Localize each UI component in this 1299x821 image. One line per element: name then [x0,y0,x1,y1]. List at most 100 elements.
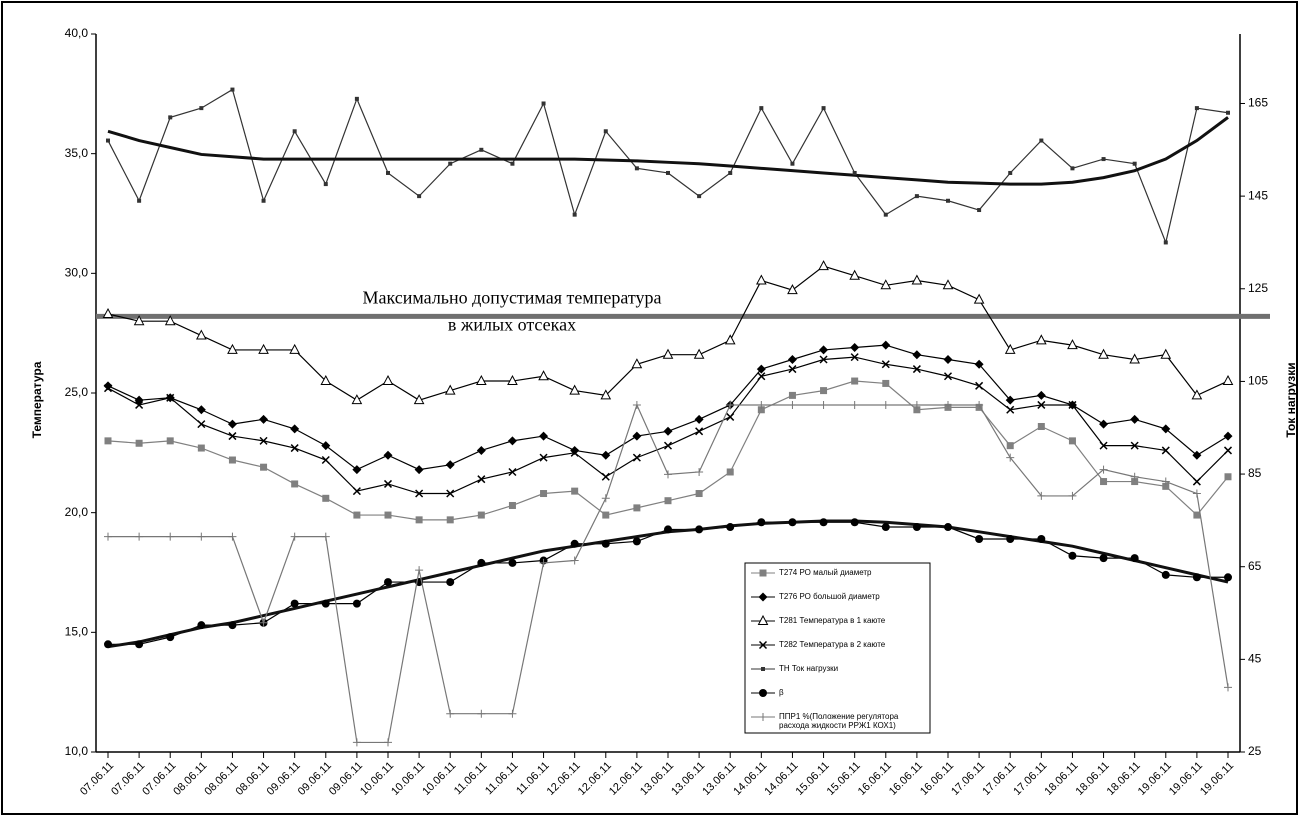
marker [230,87,235,92]
marker [103,381,113,391]
marker [415,566,424,575]
legend-item: Т276 РО большой диаметр [779,592,880,601]
marker [1068,437,1076,445]
marker [539,558,548,567]
marker [1161,570,1170,579]
marker [1224,573,1232,582]
marker [666,170,670,175]
marker [227,419,237,429]
marker [320,374,332,386]
marker [726,412,735,421]
marker [322,494,330,502]
marker [352,465,362,475]
marker [197,420,206,429]
threshold-label: в жилых отсеках [448,315,576,335]
marker [539,431,549,441]
y2-axis-label: Ток нагрузки [1284,362,1298,437]
marker [417,194,422,199]
marker [413,394,425,405]
marker [819,345,829,355]
marker [756,274,767,285]
marker [1191,389,1203,400]
marker [104,437,112,445]
marker [1099,465,1108,474]
y-tick-label: 30,0 [65,266,89,280]
marker [694,414,704,424]
marker [164,315,176,326]
legend-label: ТН Ток нагрузки [779,664,839,673]
marker [881,360,890,369]
marker [166,532,175,541]
marker [508,501,516,509]
marker [290,599,299,608]
marker [1006,442,1014,450]
legend-label: Т276 РО большой диаметр [779,592,880,601]
marker [759,713,767,721]
marker [476,445,486,455]
marker [259,414,269,424]
y2-tick-label: 65 [1248,559,1262,573]
marker [973,293,985,304]
marker [1004,343,1016,354]
marker [912,365,921,374]
marker [1006,405,1015,414]
marker [199,106,204,111]
marker [352,487,361,496]
marker [726,468,734,476]
marker [758,592,768,602]
marker [880,279,892,290]
marker [601,539,610,548]
marker [758,640,768,650]
marker [1192,450,1202,460]
marker [477,558,486,567]
marker [787,284,798,295]
y2-tick-label: 85 [1248,466,1262,480]
marker [508,558,517,567]
marker [849,269,860,280]
marker [852,170,857,175]
y2-tick-label: 105 [1248,374,1268,388]
marker [944,523,952,532]
y-tick-label: 20,0 [65,505,89,519]
marker [757,518,766,527]
marker [695,427,704,436]
marker [289,343,300,354]
marker [761,667,765,671]
marker [664,497,672,505]
marker [728,170,733,175]
marker [788,518,797,527]
marker [1100,478,1108,486]
marker [446,578,455,587]
marker [290,424,300,434]
legend-item: ТН Ток нагрузки [779,664,839,673]
y2-tick-label: 145 [1248,188,1268,202]
marker [197,444,205,452]
marker [259,618,268,627]
marker [1037,423,1045,431]
marker [321,532,330,541]
marker [695,490,703,498]
marker [572,212,577,217]
y-tick-label: 10,0 [65,744,89,758]
marker [943,354,953,364]
marker [1099,554,1108,563]
marker [321,441,331,451]
marker [819,518,828,527]
marker [633,504,641,512]
marker [632,453,641,462]
marker [1194,106,1199,111]
marker [600,389,612,400]
marker [196,405,206,415]
marker [663,426,673,436]
marker [133,315,145,326]
marker [1036,390,1046,400]
marker [851,377,859,385]
marker [1130,441,1139,450]
marker [634,166,639,171]
marker [135,439,143,447]
legend-box [744,562,931,734]
marker [819,400,828,409]
marker [1162,482,1170,490]
marker [1226,110,1230,115]
